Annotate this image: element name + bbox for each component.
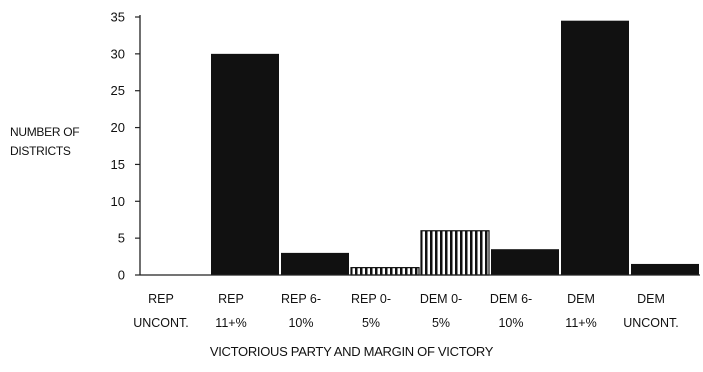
y-tick-label: 15 — [111, 157, 125, 172]
category-label: DEM — [567, 292, 595, 306]
category-label: 10% — [498, 316, 523, 330]
y-tick-label: 5 — [118, 231, 125, 246]
y-tick-label: 35 — [111, 10, 125, 25]
y-tick-label: 25 — [111, 83, 125, 98]
bar — [631, 263, 699, 275]
category-label: UNCONT. — [623, 316, 679, 330]
category-label: DEM 0- — [420, 292, 462, 306]
y-axis-label: NUMBER OF DISTRICTS — [10, 125, 80, 158]
category-label: 11+% — [215, 316, 246, 330]
bar — [420, 230, 490, 276]
y-tick-label: 20 — [111, 120, 125, 135]
y-tick-label: 0 — [118, 268, 125, 283]
bar — [281, 252, 349, 275]
y-tick-label: 30 — [111, 46, 125, 61]
bar — [491, 249, 559, 275]
x-axis-label: VICTORIOUS PARTY AND MARGIN OF VICTORY — [209, 344, 494, 359]
bar — [561, 20, 629, 275]
category-label: UNCONT. — [133, 316, 189, 330]
category-label: REP 6- — [281, 292, 321, 306]
category-label: DEM 6- — [490, 292, 532, 306]
category-label: DEM — [637, 292, 665, 306]
category-label: 11+% — [565, 316, 596, 330]
category-label: 10% — [288, 316, 313, 330]
category-label: 5% — [362, 316, 380, 330]
bars — [211, 20, 699, 276]
category-label: REP 0- — [351, 292, 391, 306]
y-tick-label: 10 — [111, 194, 125, 209]
category-label: REP — [148, 292, 174, 306]
y-axis: 0 5 10 15 20 25 30 35 — [111, 10, 141, 283]
category-label: REP — [218, 292, 244, 306]
x-axis: REP UNCONT. REP 11+% REP 6- 10% REP 0- 5% DEM 0-… — [133, 274, 700, 330]
bar — [350, 267, 420, 276]
bar — [211, 53, 279, 275]
category-label: 5% — [432, 316, 450, 330]
